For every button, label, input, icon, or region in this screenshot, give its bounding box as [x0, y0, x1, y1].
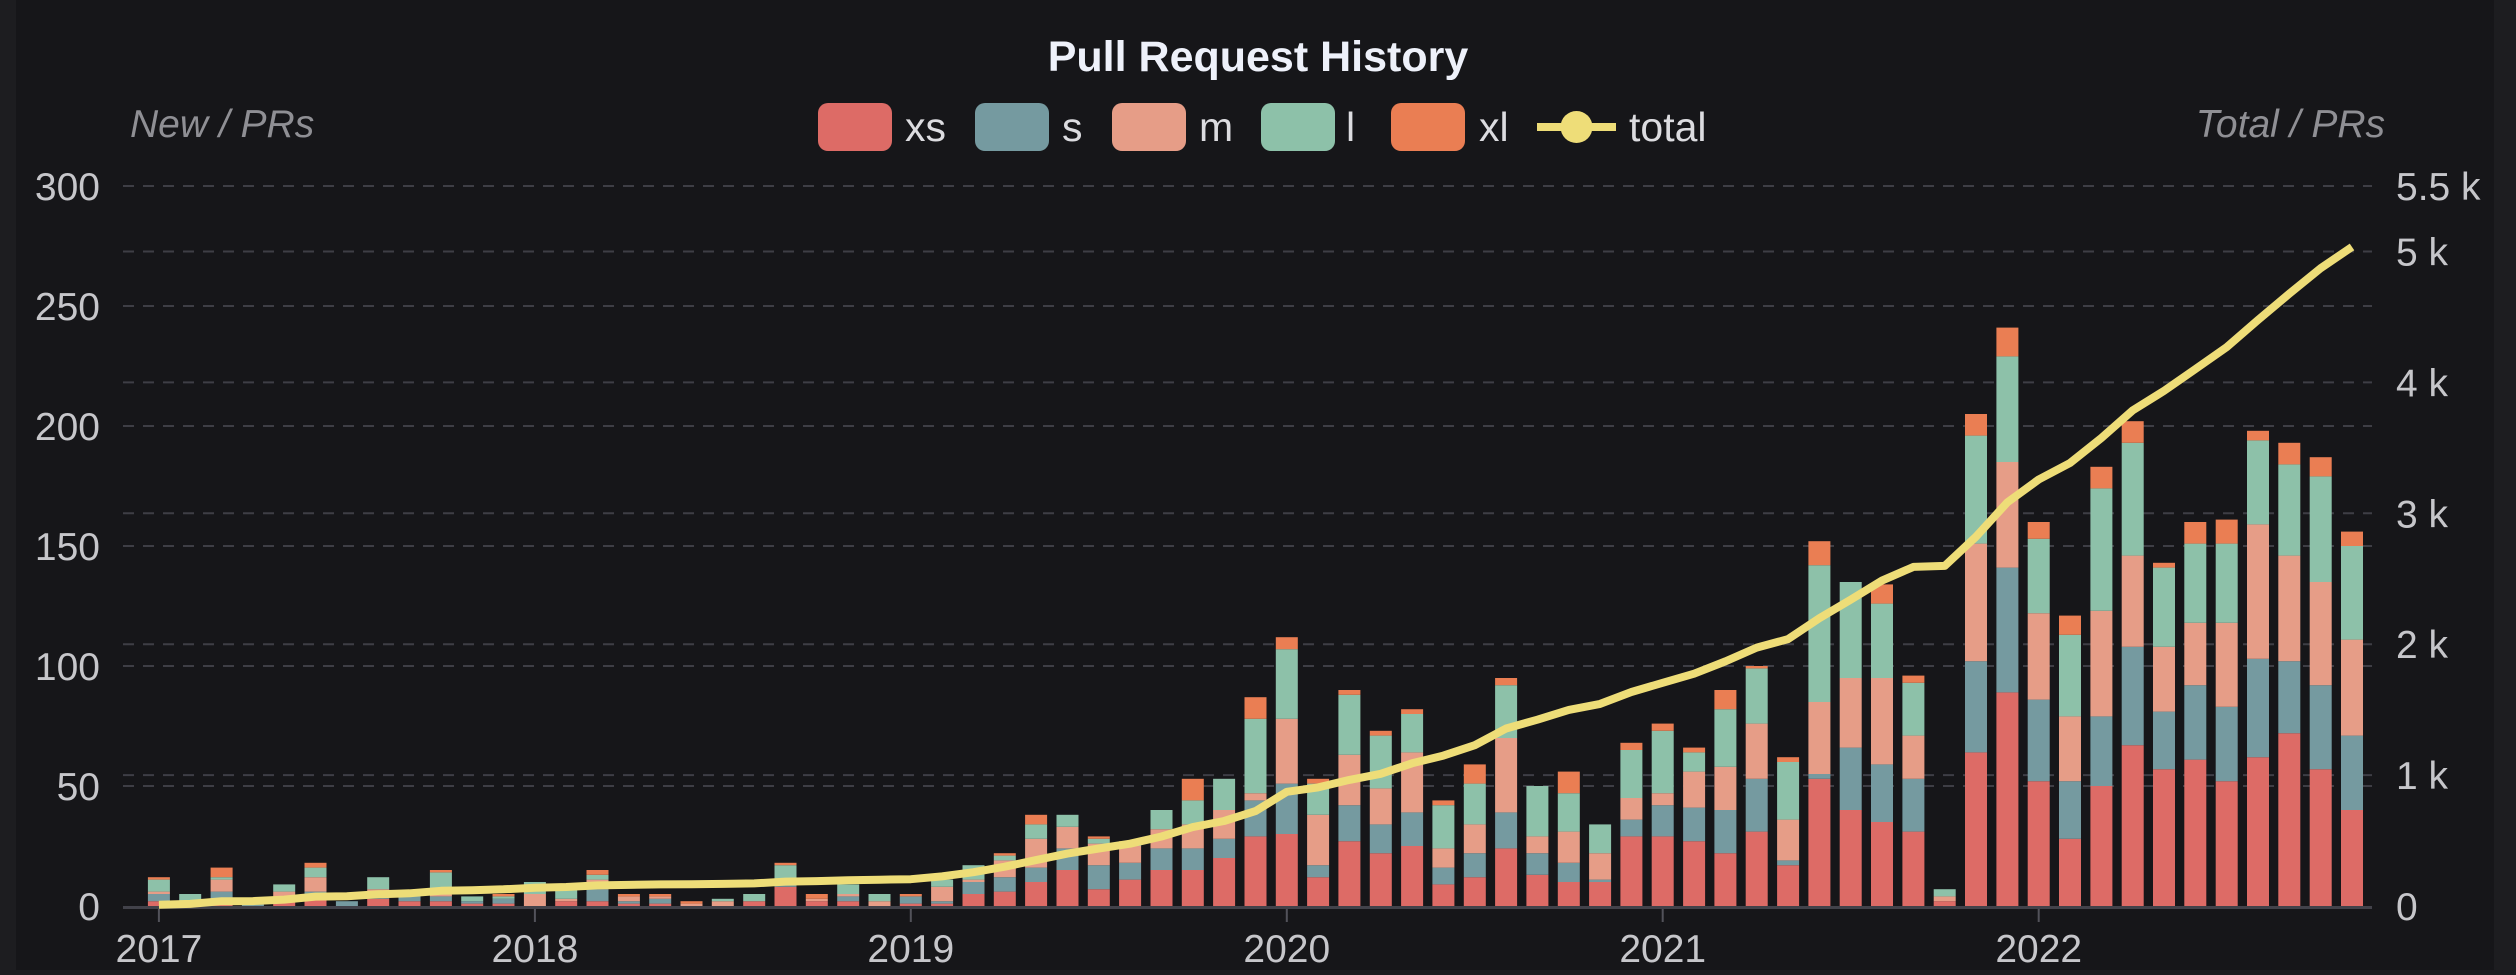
svg-text:100: 100 [35, 646, 100, 689]
svg-text:2017: 2017 [116, 928, 203, 970]
svg-text:5 k: 5 k [2396, 232, 2449, 275]
svg-text:3 k: 3 k [2396, 493, 2449, 536]
svg-text:2021: 2021 [1619, 928, 1706, 970]
svg-text:xs: xs [905, 104, 946, 150]
svg-text:Pull Request History: Pull Request History [1048, 33, 1469, 81]
svg-text:150: 150 [35, 526, 100, 569]
svg-text:200: 200 [35, 406, 100, 449]
svg-text:2020: 2020 [1243, 928, 1330, 970]
svg-text:2018: 2018 [492, 928, 579, 970]
svg-text:50: 50 [57, 766, 100, 809]
svg-text:2019: 2019 [867, 928, 954, 970]
svg-text:2 k: 2 k [2396, 624, 2449, 667]
svg-text:xl: xl [1479, 104, 1509, 150]
svg-text:m: m [1199, 104, 1233, 150]
svg-text:300: 300 [35, 166, 100, 209]
svg-text:s: s [1062, 104, 1083, 150]
svg-text:5.5 k: 5.5 k [2396, 166, 2481, 209]
svg-text:Total / PRs: Total / PRs [2196, 103, 2385, 146]
svg-text:250: 250 [35, 286, 100, 329]
svg-text:l: l [1346, 104, 1355, 150]
svg-text:1 k: 1 k [2396, 755, 2449, 798]
svg-text:0: 0 [78, 886, 100, 929]
svg-text:total: total [1629, 104, 1707, 150]
svg-text:0: 0 [2396, 886, 2418, 929]
svg-text:2022: 2022 [1995, 928, 2082, 970]
svg-text:New / PRs: New / PRs [130, 103, 314, 146]
svg-text:4 k: 4 k [2396, 362, 2449, 405]
